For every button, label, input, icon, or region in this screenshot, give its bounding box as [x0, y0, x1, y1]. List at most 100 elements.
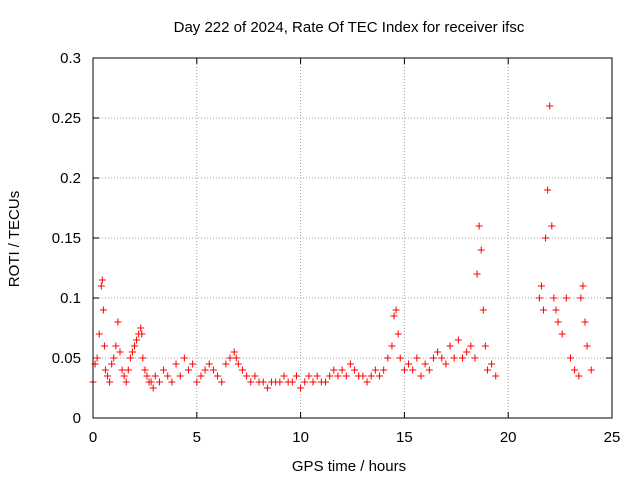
tick-labels: 0 5 10 15 20 25 0 0.05 0.1 0.15 0.2 0.25 0.3 — [52, 50, 621, 446]
data-point — [110, 354, 118, 362]
data-point — [197, 372, 205, 380]
data-point — [189, 360, 197, 368]
data-point — [301, 378, 309, 386]
data-point — [434, 348, 442, 356]
data-point — [581, 318, 589, 326]
data-point — [201, 366, 209, 374]
data-point — [479, 306, 487, 314]
data-point — [112, 342, 120, 350]
data-points — [89, 102, 595, 392]
data-point — [116, 348, 124, 356]
data-point — [394, 330, 402, 338]
data-point — [322, 378, 330, 386]
y-tick-label: 0.3 — [60, 50, 81, 67]
x-tick-label: 20 — [500, 429, 517, 446]
data-point — [122, 378, 130, 386]
data-point — [104, 372, 112, 380]
data-point — [473, 270, 481, 278]
data-point — [421, 360, 429, 368]
data-point — [232, 354, 240, 362]
data-point — [160, 366, 168, 374]
data-point — [481, 342, 489, 350]
data-point — [133, 336, 141, 344]
data-point — [400, 366, 408, 374]
data-point — [583, 342, 591, 350]
y-tick-label: 0.15 — [52, 230, 81, 247]
y-tick-label: 0.1 — [60, 290, 81, 307]
data-point — [334, 372, 342, 380]
data-point — [98, 276, 106, 284]
data-point — [396, 354, 404, 362]
data-point — [338, 366, 346, 374]
data-point — [558, 330, 566, 338]
data-point — [384, 354, 392, 362]
y-tick-label: 0.05 — [52, 350, 81, 367]
x-tick-label: 10 — [292, 429, 309, 446]
data-point — [251, 372, 259, 380]
data-point — [309, 378, 317, 386]
data-point — [164, 372, 172, 380]
data-point — [535, 294, 543, 302]
data-point — [326, 372, 334, 380]
data-point — [454, 336, 462, 344]
data-point — [390, 312, 398, 320]
data-point — [577, 294, 585, 302]
data-point — [305, 372, 313, 380]
data-point — [417, 372, 425, 380]
data-point — [425, 366, 433, 374]
data-point — [97, 282, 105, 290]
data-point — [459, 354, 467, 362]
data-point — [413, 354, 421, 362]
data-point — [100, 342, 108, 350]
data-point — [124, 366, 132, 374]
data-point — [388, 342, 396, 350]
data-point — [367, 372, 375, 380]
y-axis-label: ROTI / TECUs — [6, 191, 23, 287]
x-axis-label: GPS time / hours — [292, 458, 406, 475]
data-point — [151, 372, 159, 380]
data-point — [137, 324, 145, 332]
data-point — [288, 378, 296, 386]
data-point — [552, 306, 560, 314]
data-point — [297, 384, 305, 392]
y-tick-label: 0.25 — [52, 110, 81, 127]
data-point — [363, 378, 371, 386]
data-point — [247, 378, 255, 386]
data-point — [587, 366, 595, 374]
data-point — [93, 354, 101, 362]
data-point — [405, 360, 413, 368]
data-point — [226, 354, 234, 362]
data-point — [172, 360, 180, 368]
data-point — [544, 186, 552, 194]
data-point — [138, 330, 146, 338]
data-point — [118, 366, 126, 374]
data-point — [409, 366, 417, 374]
data-point — [488, 360, 496, 368]
data-point — [141, 366, 149, 374]
data-point — [450, 354, 458, 362]
data-point — [131, 342, 139, 350]
data-point — [114, 318, 122, 326]
data-point — [263, 384, 271, 392]
data-point — [193, 378, 201, 386]
y-tick-label: 0.2 — [60, 170, 81, 187]
data-point — [180, 354, 188, 362]
data-point — [554, 318, 562, 326]
data-point — [562, 294, 570, 302]
data-point — [168, 378, 176, 386]
data-point — [234, 360, 242, 368]
data-point — [438, 354, 446, 362]
data-point — [243, 372, 251, 380]
grid — [92, 57, 613, 419]
data-point — [375, 372, 383, 380]
data-point — [346, 360, 354, 368]
data-point — [120, 372, 128, 380]
data-point — [429, 354, 437, 362]
data-point — [292, 372, 300, 380]
chart-title: Day 222 of 2024, Rate Of TEC Index for r… — [174, 19, 525, 36]
data-point — [475, 222, 483, 230]
data-point — [126, 354, 134, 362]
data-point — [143, 372, 151, 380]
data-point — [546, 102, 554, 110]
